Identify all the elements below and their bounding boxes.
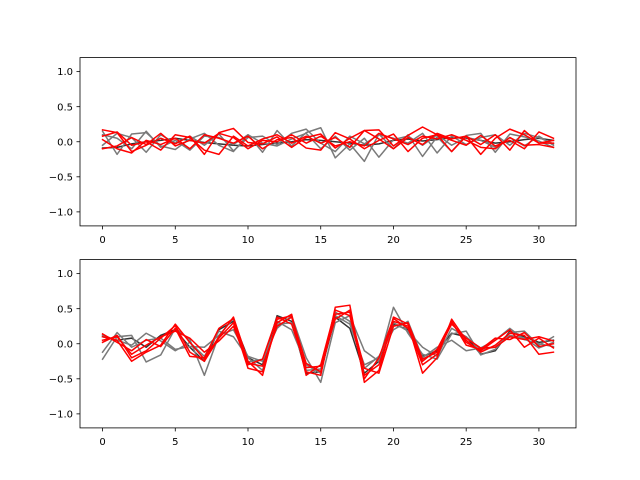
x-tick-label: 30 bbox=[533, 235, 546, 246]
y-tick-label: −1.0 bbox=[49, 207, 73, 218]
y-tick-label: −0.5 bbox=[49, 374, 73, 385]
x-tick-label: 5 bbox=[172, 235, 178, 246]
subplot-1: 0 5 10 15 20 25 30 −1.0 −0.5 0.0 0.5 1.0 bbox=[49, 57, 577, 246]
series-group bbox=[101, 126, 555, 163]
x-tick-label: 20 bbox=[387, 437, 400, 448]
x-tick-label: 10 bbox=[242, 437, 255, 448]
y-tick-label: −1.0 bbox=[49, 409, 73, 420]
x-tick-label: 15 bbox=[314, 235, 327, 246]
y-tick-label: 0.0 bbox=[57, 137, 73, 148]
x-tick-label: 30 bbox=[533, 437, 546, 448]
series-line-8 bbox=[101, 132, 555, 150]
x-tick-label: 0 bbox=[99, 437, 105, 448]
y-tick-label: 0.5 bbox=[57, 304, 73, 315]
x-tick-label: 5 bbox=[172, 437, 178, 448]
subplot-2: 0 5 10 15 20 25 30 −1.0 −0.5 0.0 0.5 1.0 bbox=[49, 259, 577, 448]
y-tick-label: −0.5 bbox=[49, 172, 73, 183]
subplots: 0 5 10 15 20 25 30 −1.0 −0.5 0.0 0.5 1.0 0 5 10 15 20 25 3… bbox=[49, 57, 577, 448]
x-tick-label: 0 bbox=[99, 235, 105, 246]
y-tick-label: 1.0 bbox=[57, 67, 73, 78]
y-tick-label: 0.5 bbox=[57, 102, 73, 113]
series-group bbox=[101, 304, 555, 384]
y-tick-label: 1.0 bbox=[57, 269, 73, 280]
y-tick-label: 0.0 bbox=[57, 339, 73, 350]
x-tick-label: 15 bbox=[314, 437, 327, 448]
x-tick-label: 10 bbox=[242, 235, 255, 246]
x-tick-label: 20 bbox=[387, 235, 400, 246]
x-tick-label: 25 bbox=[460, 235, 473, 246]
x-tick-label: 25 bbox=[460, 437, 473, 448]
series-line-8 bbox=[101, 309, 555, 380]
